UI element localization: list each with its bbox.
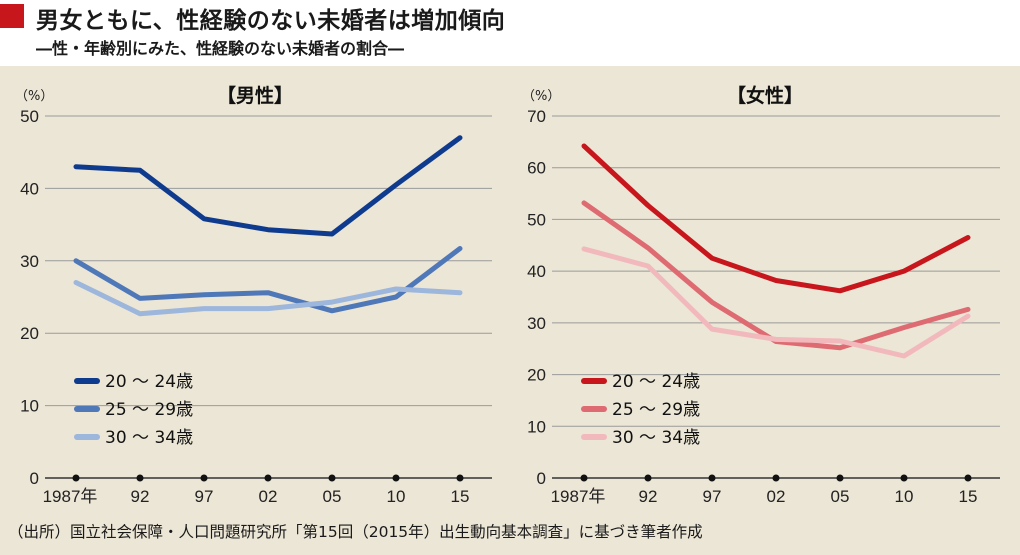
y-tick-label: 30 bbox=[20, 252, 39, 271]
legend-label-0: 20 ～ 24歳 bbox=[105, 372, 193, 392]
header: 男女ともに、性経験のない未婚者は増加傾向 ―性・年齢別にみた、性経験のない未婚者… bbox=[0, 0, 1020, 66]
x-tick-label: 97 bbox=[195, 487, 214, 506]
x-tick-label: 1987年 bbox=[43, 487, 98, 506]
y-tick-label: 60 bbox=[527, 159, 546, 178]
legend-label-2: 30 ～ 34歳 bbox=[612, 428, 700, 448]
x-tick-dot bbox=[136, 474, 144, 482]
legend-label-2: 30 ～ 34歳 bbox=[105, 428, 193, 448]
y-unit-label: （%） bbox=[15, 89, 53, 104]
y-tick-label: 40 bbox=[527, 262, 546, 281]
series-line-1 bbox=[581, 200, 971, 351]
x-tick-label: 05 bbox=[831, 487, 850, 506]
x-tick-label: 02 bbox=[259, 487, 278, 506]
series-line-0 bbox=[73, 135, 463, 237]
series-line-2 bbox=[73, 280, 463, 317]
x-tick-label: 10 bbox=[895, 487, 914, 506]
y-tick-label: 20 bbox=[527, 366, 546, 385]
x-tick-dot bbox=[644, 474, 652, 482]
chart-title: 男女ともに、性経験のない未婚者は増加傾向 bbox=[36, 8, 506, 34]
panel-title: 【男性】 bbox=[217, 84, 293, 107]
y-tick-label: 0 bbox=[537, 469, 546, 488]
x-tick-label: 05 bbox=[323, 487, 342, 506]
x-tick-dot bbox=[72, 474, 80, 482]
x-tick-label: 02 bbox=[767, 487, 786, 506]
series-line-0 bbox=[581, 143, 971, 294]
legend-label-0: 20 ～ 24歳 bbox=[612, 372, 700, 392]
y-tick-label: 0 bbox=[30, 469, 39, 488]
x-tick-dot bbox=[200, 474, 208, 482]
y-tick-label: 30 bbox=[527, 314, 546, 333]
x-tick-label: 92 bbox=[131, 487, 150, 506]
panel-title: 【女性】 bbox=[727, 84, 803, 107]
x-tick-dot bbox=[836, 474, 844, 482]
y-tick-label: 70 bbox=[527, 107, 546, 126]
panel-male: 0 10 20 30 40 50 （%） 【男性】 1987年 92 97 02 05 10 15 20 ～ … bbox=[15, 84, 492, 506]
chart-subtitle: ―性・年齢別にみた、性経験のない未婚者の割合― bbox=[36, 39, 405, 58]
legend-label-1: 25 ～ 29歳 bbox=[612, 400, 700, 420]
x-tick-dot bbox=[580, 474, 588, 482]
x-tick-label: 97 bbox=[703, 487, 722, 506]
x-tick-dot bbox=[328, 474, 336, 482]
x-tick-label: 15 bbox=[959, 487, 978, 506]
source-note: （出所）国立社会保障・人口問題研究所「第15回（2015年）出生動向基本調査」に… bbox=[8, 523, 703, 541]
y-tick-label: 50 bbox=[20, 107, 39, 126]
y-unit-label: （%） bbox=[522, 89, 560, 104]
x-tick-dot bbox=[392, 474, 400, 482]
y-tick-label: 50 bbox=[527, 210, 546, 229]
y-tick-label: 20 bbox=[20, 324, 39, 343]
x-tick-dot bbox=[708, 474, 716, 482]
panel-female: 0 10 20 30 40 50 60 70 （%） 【女性】 1987年 92 97 02 05 10 15 2… bbox=[522, 84, 1000, 506]
legend-label-1: 25 ～ 29歳 bbox=[105, 400, 193, 420]
x-tick-label: 10 bbox=[387, 487, 406, 506]
series-line-2 bbox=[581, 246, 971, 359]
chart-area: 0 10 20 30 40 50 （%） 【男性】 1987年 92 97 02 05 10 15 20 ～ … bbox=[15, 84, 1000, 506]
title-mark bbox=[0, 4, 24, 28]
x-tick-dot bbox=[456, 474, 464, 482]
x-tick-label: 1987年 bbox=[551, 487, 606, 506]
y-tick-label: 40 bbox=[20, 179, 39, 198]
x-tick-dot bbox=[264, 474, 272, 482]
y-tick-label: 10 bbox=[20, 397, 39, 416]
x-tick-label: 92 bbox=[639, 487, 658, 506]
x-tick-dot bbox=[900, 474, 908, 482]
x-tick-dot bbox=[964, 474, 972, 482]
x-tick-label: 15 bbox=[451, 487, 470, 506]
x-tick-dot bbox=[772, 474, 780, 482]
y-tick-label: 10 bbox=[527, 417, 546, 436]
series-line-1 bbox=[73, 246, 463, 314]
